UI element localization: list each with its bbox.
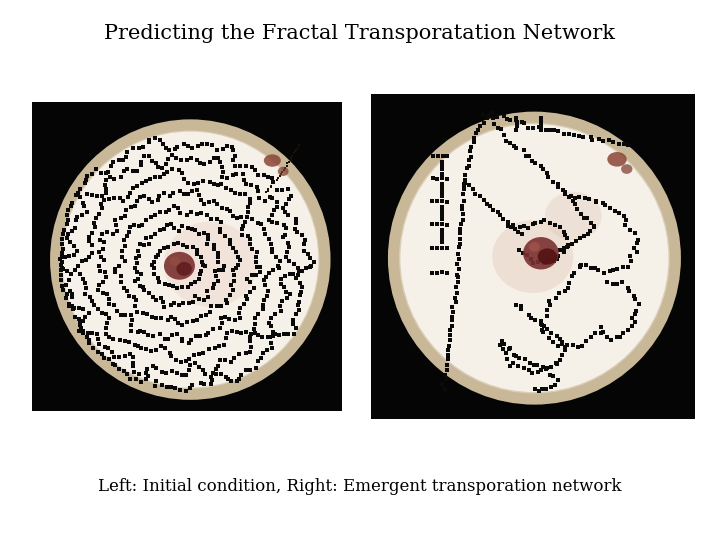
Circle shape: [394, 117, 675, 399]
Text: Predicting the Fractal Transporatation Network: Predicting the Fractal Transporatation N…: [104, 24, 616, 43]
Ellipse shape: [608, 152, 627, 166]
FancyBboxPatch shape: [32, 102, 342, 411]
Circle shape: [55, 125, 325, 394]
Ellipse shape: [492, 220, 573, 293]
Ellipse shape: [264, 154, 281, 167]
Text: Left: Initial condition, Right: Emergent transporation network: Left: Initial condition, Right: Emergent…: [98, 478, 622, 495]
Ellipse shape: [164, 221, 257, 307]
Ellipse shape: [169, 256, 180, 266]
Ellipse shape: [176, 262, 192, 276]
Ellipse shape: [538, 248, 557, 265]
FancyBboxPatch shape: [371, 94, 695, 419]
Ellipse shape: [528, 242, 540, 252]
Ellipse shape: [278, 167, 289, 176]
Ellipse shape: [523, 237, 559, 269]
Ellipse shape: [545, 192, 602, 240]
Ellipse shape: [621, 164, 632, 174]
Ellipse shape: [164, 252, 195, 280]
